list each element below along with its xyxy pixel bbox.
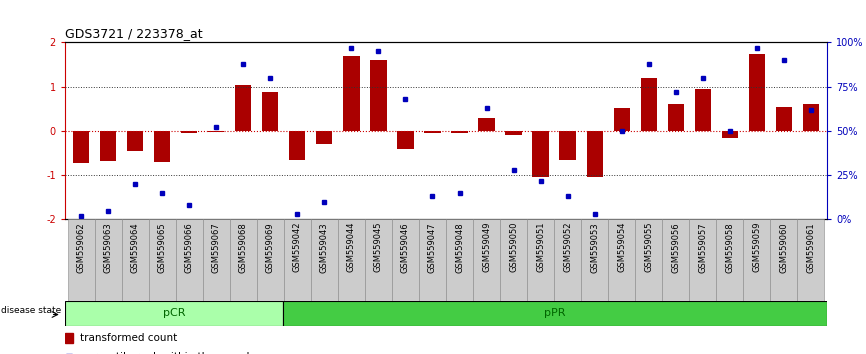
- Text: GSM559064: GSM559064: [131, 222, 139, 273]
- Text: GSM559048: GSM559048: [455, 222, 464, 273]
- Text: GSM559059: GSM559059: [753, 222, 761, 273]
- Bar: [721, 131, 738, 138]
- Bar: [65, 301, 282, 326]
- Bar: [73, 131, 89, 163]
- Text: percentile rank within the sample: percentile rank within the sample: [81, 352, 256, 354]
- Bar: [689, 219, 716, 301]
- Bar: [662, 219, 689, 301]
- Bar: [289, 131, 306, 160]
- Bar: [451, 131, 468, 133]
- Text: GSM559044: GSM559044: [347, 222, 356, 273]
- Text: GSM559066: GSM559066: [184, 222, 194, 273]
- Bar: [641, 78, 656, 131]
- Text: GSM559062: GSM559062: [77, 222, 86, 273]
- Text: GSM559068: GSM559068: [239, 222, 248, 273]
- Bar: [500, 219, 527, 301]
- Bar: [316, 131, 333, 144]
- Text: disease state: disease state: [2, 306, 61, 315]
- Bar: [371, 60, 386, 131]
- Bar: [311, 219, 338, 301]
- Bar: [229, 219, 257, 301]
- Bar: [770, 219, 798, 301]
- Text: GSM559045: GSM559045: [374, 222, 383, 273]
- Text: GSM559060: GSM559060: [779, 222, 788, 273]
- Bar: [635, 219, 662, 301]
- Bar: [100, 131, 116, 161]
- Bar: [68, 219, 94, 301]
- Text: pCR: pCR: [163, 308, 185, 318]
- Text: GSM559051: GSM559051: [536, 222, 545, 273]
- Text: GSM559061: GSM559061: [806, 222, 815, 273]
- Text: pPR: pPR: [544, 308, 565, 318]
- Bar: [668, 104, 684, 131]
- Bar: [181, 131, 197, 133]
- Text: GSM559054: GSM559054: [617, 222, 626, 273]
- Bar: [392, 219, 419, 301]
- Bar: [613, 108, 630, 131]
- Text: GSM559052: GSM559052: [563, 222, 572, 273]
- Bar: [506, 131, 521, 136]
- Bar: [122, 219, 149, 301]
- Bar: [236, 85, 251, 131]
- Bar: [586, 131, 603, 177]
- Bar: [554, 219, 581, 301]
- Bar: [262, 92, 279, 131]
- Bar: [473, 219, 500, 301]
- Bar: [65, 333, 74, 343]
- Bar: [527, 219, 554, 301]
- Bar: [798, 219, 824, 301]
- Text: GSM559056: GSM559056: [671, 222, 680, 273]
- Bar: [343, 56, 359, 131]
- Text: GSM559063: GSM559063: [104, 222, 113, 273]
- Bar: [208, 131, 224, 132]
- Bar: [338, 219, 365, 301]
- Text: GSM559046: GSM559046: [401, 222, 410, 273]
- Bar: [149, 219, 176, 301]
- Bar: [424, 131, 441, 133]
- Bar: [749, 53, 765, 131]
- Bar: [608, 219, 635, 301]
- Bar: [533, 131, 549, 177]
- Bar: [154, 131, 171, 162]
- Text: GSM559065: GSM559065: [158, 222, 167, 273]
- Bar: [365, 219, 392, 301]
- Text: GSM559053: GSM559053: [590, 222, 599, 273]
- Bar: [127, 131, 143, 151]
- Bar: [559, 131, 576, 160]
- Text: GDS3721 / 223378_at: GDS3721 / 223378_at: [65, 27, 203, 40]
- Text: GSM559042: GSM559042: [293, 222, 302, 273]
- Bar: [257, 219, 284, 301]
- Bar: [478, 118, 494, 131]
- Bar: [284, 219, 311, 301]
- Text: GSM559049: GSM559049: [482, 222, 491, 273]
- Bar: [176, 219, 203, 301]
- Text: GSM559069: GSM559069: [266, 222, 275, 273]
- Bar: [419, 219, 446, 301]
- Text: GSM559067: GSM559067: [212, 222, 221, 273]
- Bar: [716, 219, 743, 301]
- Text: GSM559055: GSM559055: [644, 222, 653, 273]
- Bar: [397, 131, 414, 149]
- Bar: [581, 219, 608, 301]
- Text: transformed count: transformed count: [81, 333, 178, 343]
- Bar: [803, 104, 819, 131]
- Bar: [203, 219, 229, 301]
- Text: GSM559057: GSM559057: [698, 222, 708, 273]
- Bar: [743, 219, 770, 301]
- Text: GSM559050: GSM559050: [509, 222, 518, 273]
- Bar: [94, 219, 122, 301]
- Bar: [695, 89, 711, 131]
- Bar: [776, 107, 792, 131]
- Text: GSM559058: GSM559058: [725, 222, 734, 273]
- Bar: [282, 301, 827, 326]
- Text: GSM559047: GSM559047: [428, 222, 437, 273]
- Bar: [446, 219, 473, 301]
- Text: GSM559043: GSM559043: [320, 222, 329, 273]
